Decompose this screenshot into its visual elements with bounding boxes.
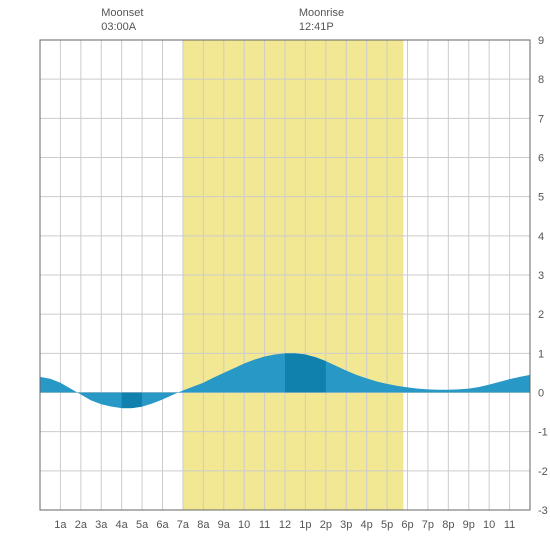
svg-text:4a: 4a bbox=[116, 519, 129, 531]
svg-text:5p: 5p bbox=[381, 519, 393, 531]
moonrise-title: Moonrise bbox=[299, 7, 344, 19]
svg-text:6p: 6p bbox=[401, 519, 413, 531]
svg-text:7: 7 bbox=[538, 113, 544, 125]
svg-text:7a: 7a bbox=[177, 519, 190, 531]
svg-text:-2: -2 bbox=[538, 466, 548, 478]
svg-text:8: 8 bbox=[538, 74, 544, 86]
svg-text:9: 9 bbox=[538, 35, 544, 47]
moonset-label: Moonset 03:00A bbox=[101, 6, 143, 35]
svg-text:8a: 8a bbox=[197, 519, 210, 531]
svg-text:1p: 1p bbox=[299, 519, 311, 531]
svg-text:3: 3 bbox=[538, 270, 544, 282]
svg-text:6a: 6a bbox=[156, 519, 169, 531]
svg-text:2p: 2p bbox=[320, 519, 332, 531]
svg-text:-3: -3 bbox=[538, 505, 548, 517]
svg-text:9p: 9p bbox=[463, 519, 475, 531]
svg-text:3a: 3a bbox=[95, 519, 108, 531]
svg-text:10: 10 bbox=[238, 519, 250, 531]
svg-text:0: 0 bbox=[538, 388, 544, 400]
moonrise-time: 12:41P bbox=[299, 21, 334, 33]
svg-text:1a: 1a bbox=[54, 519, 67, 531]
chart-container: Moonset 03:00A Moonrise 12:41P -3-2-1012… bbox=[0, 0, 550, 550]
svg-text:11: 11 bbox=[259, 519, 270, 531]
svg-text:7p: 7p bbox=[422, 519, 434, 531]
svg-text:6: 6 bbox=[538, 153, 544, 165]
moonrise-label: Moonrise 12:41P bbox=[299, 6, 344, 35]
svg-text:4: 4 bbox=[538, 231, 544, 243]
svg-text:5: 5 bbox=[538, 192, 544, 204]
svg-text:-1: -1 bbox=[538, 427, 548, 439]
svg-text:12: 12 bbox=[279, 519, 291, 531]
svg-text:4p: 4p bbox=[361, 519, 373, 531]
tide-chart: -3-2-101234567891a2a3a4a5a6a7a8a9a101112… bbox=[0, 0, 550, 550]
svg-text:8p: 8p bbox=[442, 519, 454, 531]
moonset-time: 03:00A bbox=[101, 21, 136, 33]
svg-text:2a: 2a bbox=[75, 519, 88, 531]
svg-text:9a: 9a bbox=[218, 519, 231, 531]
svg-text:3p: 3p bbox=[340, 519, 352, 531]
svg-text:10: 10 bbox=[483, 519, 495, 531]
svg-text:1: 1 bbox=[538, 348, 544, 360]
svg-text:11: 11 bbox=[504, 519, 515, 531]
svg-text:2: 2 bbox=[538, 309, 544, 321]
svg-text:5a: 5a bbox=[136, 519, 149, 531]
moonset-title: Moonset bbox=[101, 7, 143, 19]
